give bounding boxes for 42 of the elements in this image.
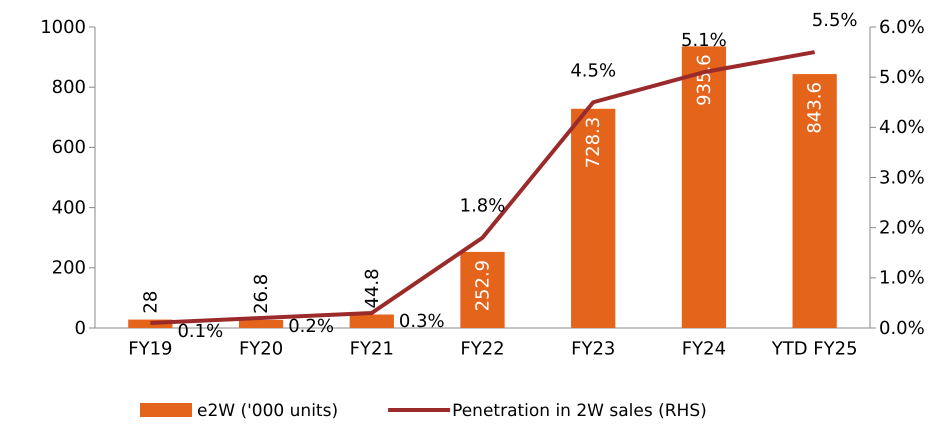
bar bbox=[682, 46, 726, 328]
data-label: 935.6 bbox=[694, 54, 715, 106]
y-tick-label: 400 bbox=[52, 197, 86, 218]
data-label: 26.8 bbox=[251, 274, 272, 314]
data-label: 728.3 bbox=[583, 116, 604, 168]
y2-tick-label: 3.0% bbox=[879, 167, 925, 188]
x-tick-label: YTD FY25 bbox=[770, 338, 858, 360]
data-label: 252.9 bbox=[472, 260, 494, 312]
y-tick-label: 800 bbox=[52, 76, 86, 98]
y2-tick-label: 1.0% bbox=[879, 268, 925, 289]
x-tick-label: FY23 bbox=[571, 338, 616, 360]
data-label: 843.6 bbox=[804, 82, 826, 134]
data-label: 44.8 bbox=[362, 268, 383, 309]
y2-tick-label: 6.0% bbox=[879, 16, 925, 38]
data-label: 1.8% bbox=[460, 196, 506, 217]
data-label: 28 bbox=[140, 290, 162, 314]
legend-label: e2W ('000 units) bbox=[197, 401, 338, 421]
bar bbox=[571, 108, 616, 328]
legend-label: Penetration in 2W sales (RHS) bbox=[452, 401, 707, 421]
bar bbox=[460, 252, 505, 328]
x-tick-label: FY24 bbox=[682, 338, 726, 360]
x-tick-label: FY22 bbox=[460, 338, 505, 360]
bar bbox=[350, 314, 394, 328]
y-tick-label: 0 bbox=[74, 318, 86, 339]
data-label: 0.1% bbox=[177, 320, 224, 342]
data-label: 0.2% bbox=[288, 316, 334, 337]
x-tick-label: FY19 bbox=[128, 338, 172, 360]
data-label: 4.5% bbox=[570, 60, 616, 82]
data-label: 5.1% bbox=[681, 30, 727, 52]
y-tick-label: 600 bbox=[52, 137, 86, 158]
bar bbox=[792, 74, 837, 328]
y2-tick-label: 4.0% bbox=[879, 117, 925, 138]
data-label: 0.3% bbox=[398, 310, 445, 332]
y2-tick-label: 0.0% bbox=[879, 318, 925, 339]
y2-tick-label: 2.0% bbox=[879, 217, 925, 238]
y-tick-label: 200 bbox=[52, 258, 86, 279]
y2-tick-label: 5.0% bbox=[879, 66, 925, 88]
data-label: 5.5% bbox=[812, 10, 858, 32]
y-tick-label: 1000 bbox=[40, 16, 86, 38]
x-tick-label: FY21 bbox=[350, 338, 394, 360]
bar bbox=[238, 320, 284, 328]
x-tick-label: FY20 bbox=[238, 338, 284, 360]
